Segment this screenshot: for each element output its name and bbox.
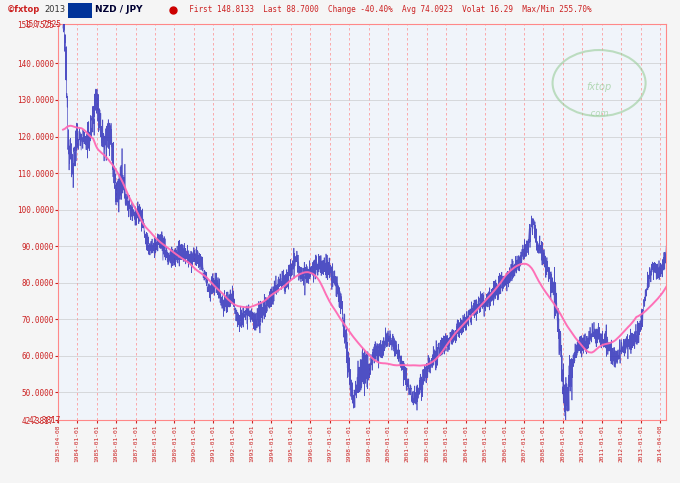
Text: fxtop: fxtop [586,83,612,92]
Text: 2013: 2013 [44,5,65,14]
Text: 150.7525: 150.7525 [24,20,61,28]
Text: ©fxtop: ©fxtop [7,5,40,14]
Text: NZD / JPY: NZD / JPY [95,5,143,14]
FancyBboxPatch shape [68,3,92,18]
Text: 42.3817: 42.3817 [29,416,61,425]
Text: First 148.8133  Last 88.7000  Change -40.40%  Avg 74.0923  Volat 16.29  Max/Min : First 148.8133 Last 88.7000 Change -40.4… [180,5,592,14]
Text: .com: .com [589,109,609,118]
